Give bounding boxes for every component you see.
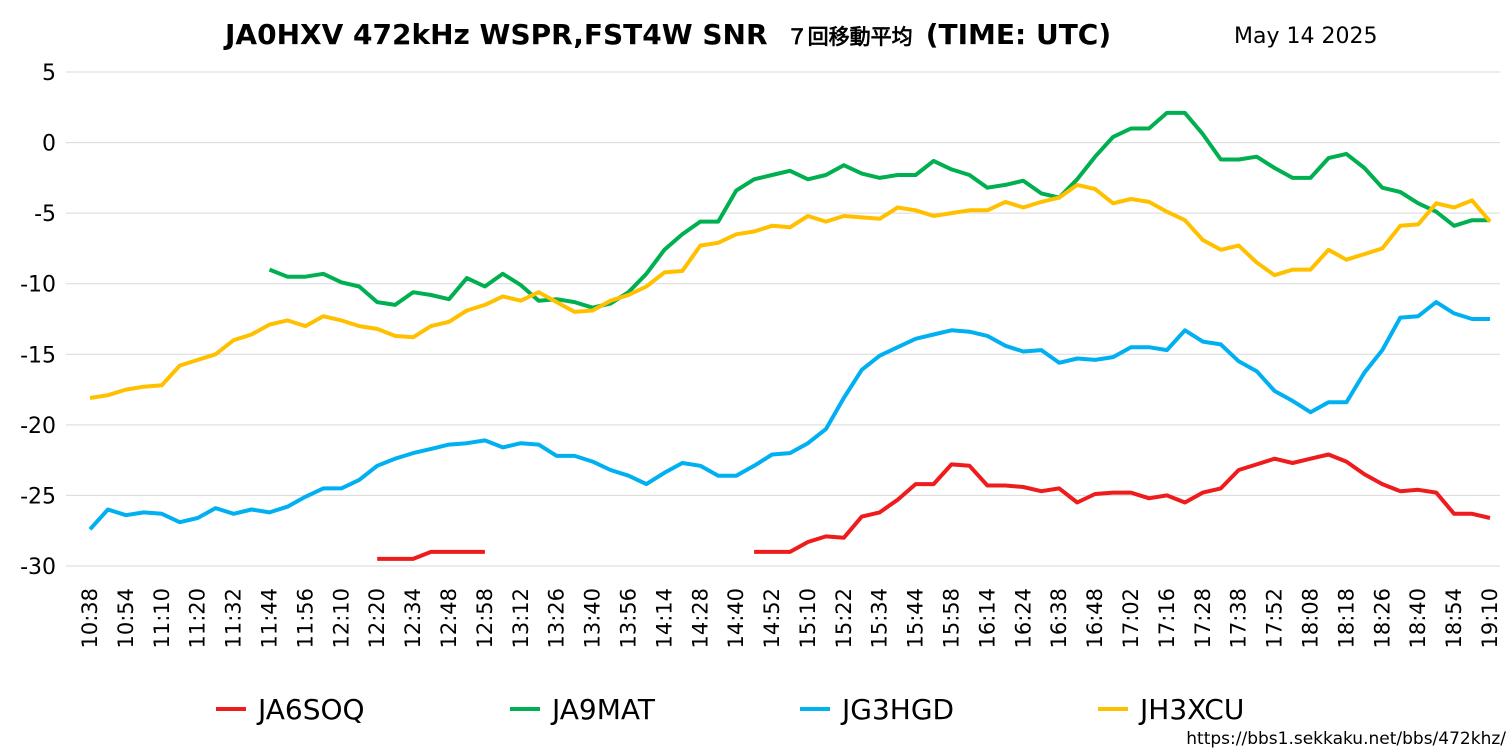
x-tick-label: 12:34 bbox=[401, 588, 425, 649]
y-tick-label: -15 bbox=[20, 343, 56, 368]
series-line-segment bbox=[268, 110, 1490, 310]
chart-title-tail: (TIME: UTC) bbox=[926, 18, 1111, 51]
series-line-segment bbox=[88, 300, 1490, 531]
legend-label: JA6SOQ bbox=[256, 693, 365, 726]
x-tick-label: 11:32 bbox=[222, 588, 246, 649]
x-tick-label: 11:44 bbox=[257, 588, 281, 649]
x-tick-label: 19:10 bbox=[1478, 588, 1502, 649]
x-tick-label: 16:48 bbox=[1083, 588, 1107, 649]
y-tick-label: 5 bbox=[42, 61, 56, 86]
legend: JA6SOQ JA9MAT JG3HGD JH3XCU bbox=[216, 693, 1244, 726]
x-tick-label: 17:16 bbox=[1155, 588, 1179, 649]
x-tick-label: 13:12 bbox=[509, 588, 533, 649]
x-tick-label: 18:18 bbox=[1334, 588, 1358, 649]
x-tick-label: 12:20 bbox=[365, 588, 389, 649]
series-line-segment bbox=[377, 549, 485, 561]
y-tick-label: -25 bbox=[20, 484, 56, 509]
x-tick-label: 13:26 bbox=[545, 588, 569, 649]
x-tick-label: 11:20 bbox=[186, 588, 210, 649]
x-tick-label: 17:52 bbox=[1263, 588, 1287, 649]
legend-label: JG3HGD bbox=[840, 693, 954, 726]
x-tick-label: 15:58 bbox=[940, 588, 964, 649]
x-tick-label: 10:54 bbox=[114, 588, 138, 649]
chart-date: May 14 2025 bbox=[1234, 24, 1377, 49]
series-line-segment bbox=[754, 452, 1491, 554]
x-tick-label: 17:38 bbox=[1227, 588, 1251, 649]
legend-item-ja9mat: JA9MAT bbox=[510, 693, 656, 726]
y-tick-label: -5 bbox=[34, 202, 56, 227]
legend-item-ja6soq: JA6SOQ bbox=[216, 693, 365, 726]
y-tick-label: -10 bbox=[20, 273, 56, 298]
x-tick-label: 15:10 bbox=[796, 588, 820, 649]
x-axis-ticks: 10:38 10:54 11:10 11:20 11:32 11:44 11:56 12:10… bbox=[78, 588, 1502, 649]
x-tick-label: 12:48 bbox=[437, 588, 461, 649]
y-tick-label: 0 bbox=[42, 132, 56, 157]
x-tick-label: 14:28 bbox=[688, 588, 712, 649]
legend-item-jh3xcu: JH3XCU bbox=[1098, 693, 1244, 726]
y-axis-ticks: 5 0 -5 -10 -15 -20 -25 -30 bbox=[20, 61, 56, 580]
x-tick-label: 16:38 bbox=[1047, 588, 1071, 649]
series-jg3hgd bbox=[88, 300, 1490, 531]
chart-title-main: JA0HXV 472kHz WSPR,FST4W SNR bbox=[223, 18, 768, 51]
x-tick-label: 10:38 bbox=[78, 588, 102, 649]
y-tick-label: -30 bbox=[20, 555, 56, 580]
legend-item-jg3hgd: JG3HGD bbox=[800, 693, 954, 726]
x-tick-label: 15:22 bbox=[832, 588, 856, 649]
x-tick-label: 11:56 bbox=[293, 588, 317, 649]
x-tick-label: 14:52 bbox=[760, 588, 784, 649]
x-tick-label: 18:08 bbox=[1299, 588, 1323, 649]
series-ja6soq bbox=[377, 452, 1491, 561]
x-tick-label: 12:58 bbox=[473, 588, 497, 649]
x-tick-label: 17:28 bbox=[1191, 588, 1215, 649]
series-ja9mat bbox=[268, 110, 1490, 310]
footer-url: https://bbs1.sekkaku.net/bbs/472khz/ bbox=[1186, 729, 1506, 749]
gridlines bbox=[66, 71, 1500, 567]
x-tick-label: 15:34 bbox=[868, 588, 892, 649]
x-tick-label: 18:40 bbox=[1406, 588, 1430, 649]
x-tick-label: 14:14 bbox=[652, 588, 676, 649]
x-tick-label: 16:14 bbox=[975, 588, 999, 649]
x-tick-label: 11:10 bbox=[150, 588, 174, 649]
legend-label: JH3XCU bbox=[1138, 693, 1244, 726]
x-tick-label: 16:24 bbox=[1011, 588, 1035, 649]
y-tick-label: -20 bbox=[20, 414, 56, 439]
x-tick-label: 18:26 bbox=[1370, 588, 1394, 649]
series-line-segment bbox=[89, 182, 1492, 400]
chart-title-jp: ７回移動平均 bbox=[787, 25, 913, 49]
legend-label: JA9MAT bbox=[550, 693, 656, 726]
x-tick-label: 14:40 bbox=[724, 588, 748, 649]
x-tick-label: 18:54 bbox=[1442, 588, 1466, 649]
series-jh3xcu bbox=[89, 182, 1492, 400]
x-tick-label: 13:56 bbox=[616, 588, 640, 649]
chart-title: JA0HXV 472kHz WSPR,FST4W SNR ７回移動平均 (TIM… bbox=[223, 18, 1111, 51]
x-tick-label: 12:10 bbox=[329, 588, 353, 649]
series-lines bbox=[88, 110, 1492, 561]
x-tick-label: 15:44 bbox=[904, 588, 928, 649]
x-tick-label: 17:02 bbox=[1119, 588, 1143, 649]
x-tick-label: 13:40 bbox=[581, 588, 605, 649]
